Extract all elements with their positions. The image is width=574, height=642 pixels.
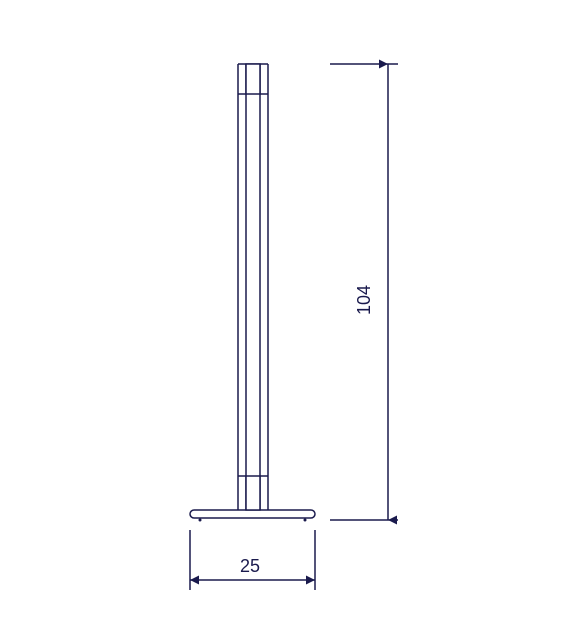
dimension-width-label: 25 [240,556,260,576]
dimension-drawing: 104 25 [0,0,574,642]
lamp-object [190,64,315,522]
dimension-height: 104 [330,64,398,520]
dimension-height-label: 104 [354,285,374,315]
dimension-width: 25 [190,530,315,590]
